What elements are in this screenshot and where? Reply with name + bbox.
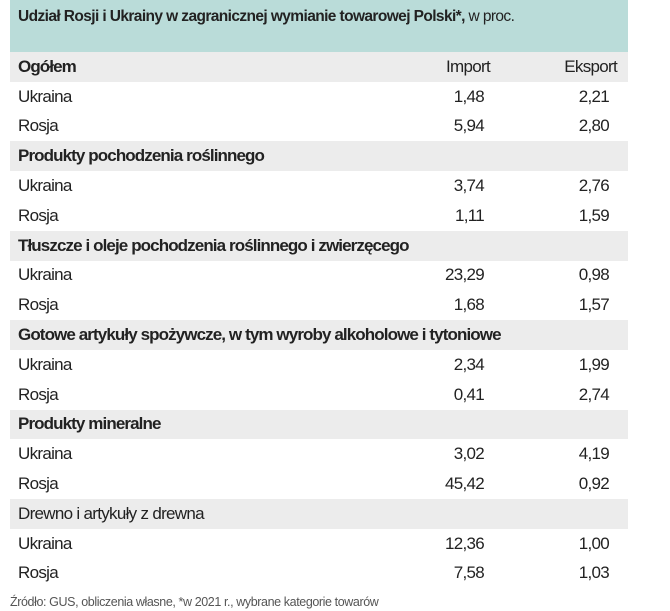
country-label: Ukraina bbox=[18, 354, 72, 374]
export-value: 0,92 bbox=[578, 474, 610, 494]
export-value: 2,74 bbox=[578, 384, 610, 404]
import-value: 1,68 bbox=[453, 295, 485, 315]
table-row: Rosja 7,58 1,03 bbox=[10, 559, 628, 589]
country-label: Ukraina bbox=[18, 444, 72, 464]
table-row: Ukraina 2,34 1,99 bbox=[10, 350, 628, 380]
source-footnote: Źródło: GUS, obliczenia własne, *w 2021 … bbox=[10, 595, 379, 609]
table-row: Ukraina 3,02 4,19 bbox=[10, 439, 628, 469]
title-unit: w proc. bbox=[464, 8, 515, 25]
table-row: Ukraina 23,29 0,98 bbox=[10, 261, 628, 291]
section-header: Produkty pochodzenia roślinnego bbox=[10, 141, 628, 172]
table-row: Rosja 1,68 1,57 bbox=[10, 290, 628, 320]
trade-share-table: Udział Rosji i Ukrainy w zagranicznej wy… bbox=[10, 0, 628, 588]
section-header: Gotowe artykuły spożywcze, w tym wyroby … bbox=[10, 320, 628, 350]
country-label: Ukraina bbox=[18, 265, 72, 285]
import-value: 1,48 bbox=[453, 86, 485, 106]
export-value: 2,80 bbox=[578, 116, 610, 136]
import-column-header: Import bbox=[446, 56, 491, 76]
section-header: Produkty mineralne bbox=[10, 409, 628, 440]
export-value: 1,00 bbox=[578, 533, 610, 553]
section-header: Tłuszcze i oleje pochodzenia roślinnego … bbox=[10, 230, 628, 261]
table-row: Ukraina 3,74 2,76 bbox=[10, 171, 628, 201]
section-label: Tłuszcze i oleje pochodzenia roślinnego … bbox=[18, 235, 410, 255]
export-value: 0,98 bbox=[578, 265, 610, 285]
import-value: 7,58 bbox=[453, 563, 485, 583]
country-label: Rosja bbox=[18, 563, 59, 583]
section-label: Produkty mineralne bbox=[18, 414, 161, 434]
import-value: 12,36 bbox=[444, 533, 485, 553]
section-header: Drewno i artykuły z drewna bbox=[10, 498, 628, 529]
country-label: Rosja bbox=[18, 384, 59, 404]
import-value: 2,34 bbox=[453, 354, 485, 374]
table-title: Udział Rosji i Ukrainy w zagranicznej wy… bbox=[10, 0, 628, 52]
country-label: Ukraina bbox=[18, 86, 72, 106]
table-row: Ukraina 1,48 2,21 bbox=[10, 82, 628, 112]
section-header: Ogółem Import Eksport bbox=[10, 52, 628, 82]
title-bold: Udział Rosji i Ukrainy w zagranicznej wy… bbox=[18, 8, 465, 25]
export-value: 1,03 bbox=[578, 563, 610, 583]
export-value: 2,21 bbox=[578, 86, 610, 106]
import-value: 23,29 bbox=[444, 265, 485, 285]
import-value: 5,94 bbox=[453, 116, 485, 136]
country-label: Rosja bbox=[18, 116, 59, 136]
table-row: Rosja 1,11 1,59 bbox=[10, 201, 628, 231]
section-label: Gotowe artykuły spożywcze, w tym wyroby … bbox=[18, 325, 502, 345]
country-label: Ukraina bbox=[18, 533, 72, 553]
export-value: 1,59 bbox=[578, 205, 610, 225]
import-value: 3,74 bbox=[453, 176, 485, 196]
export-value: 4,19 bbox=[578, 444, 610, 464]
section-label: Ogółem bbox=[18, 56, 77, 76]
table-body: Ogółem Import Eksport Ukraina 1,48 2,21 Rosja 5… bbox=[10, 52, 628, 588]
import-value: 1,11 bbox=[454, 205, 485, 225]
section-label: Drewno i artykuły z drewna bbox=[18, 503, 205, 523]
export-value: 1,99 bbox=[578, 354, 610, 374]
import-value: 0,41 bbox=[453, 384, 485, 404]
table-row: Rosja 5,94 2,80 bbox=[10, 112, 628, 142]
country-label: Rosja bbox=[18, 295, 59, 315]
country-label: Rosja bbox=[18, 474, 59, 494]
country-label: Rosja bbox=[18, 205, 59, 225]
table-row: Ukraina 12,36 1,00 bbox=[10, 529, 628, 559]
import-value: 45,42 bbox=[444, 474, 485, 494]
section-label: Produkty pochodzenia roślinnego bbox=[18, 146, 265, 166]
table-row: Rosja 0,41 2,74 bbox=[10, 380, 628, 410]
import-value: 3,02 bbox=[453, 444, 485, 464]
country-label: Ukraina bbox=[18, 176, 72, 196]
export-value: 1,57 bbox=[578, 295, 610, 315]
export-value: 2,76 bbox=[578, 176, 610, 196]
export-column-header: Eksport bbox=[564, 56, 617, 76]
table-row: Rosja 45,42 0,92 bbox=[10, 469, 628, 499]
